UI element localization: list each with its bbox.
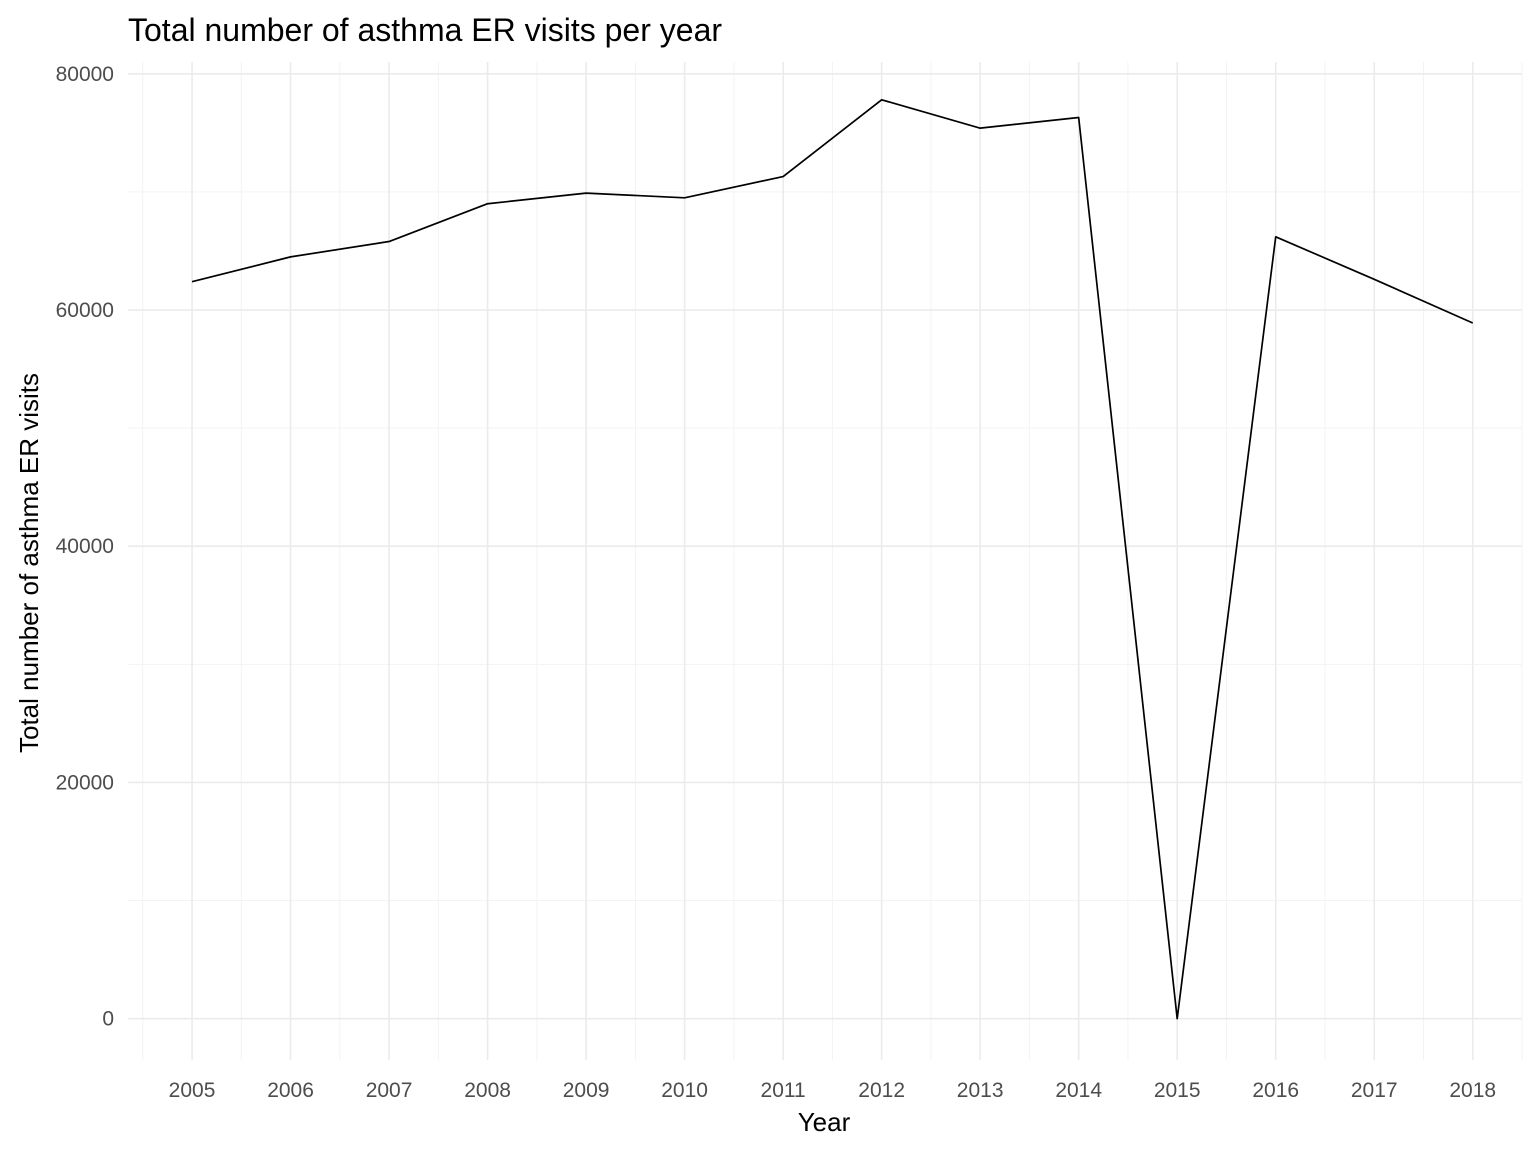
y-axis-title: Total number of asthma ER visits — [14, 373, 44, 753]
y-axis-ticks: 0 20000 40000 60000 80000 — [56, 63, 114, 1031]
y-tick-label: 0 — [102, 1008, 114, 1031]
x-tick-label: 2017 — [1351, 1079, 1398, 1102]
y-tick-label: 80000 — [56, 63, 114, 86]
y-tick-label: 20000 — [56, 771, 114, 794]
x-tick-label: 2008 — [464, 1079, 511, 1102]
chart-title: Total number of asthma ER visits per yea… — [128, 12, 722, 48]
x-tick-label: 2010 — [661, 1079, 708, 1102]
series-layer — [191, 98, 1474, 1020]
x-tick-label: 2015 — [1154, 1079, 1201, 1102]
x-tick-label: 2014 — [1055, 1079, 1102, 1102]
x-tick-label: 2005 — [169, 1079, 216, 1102]
x-tick-label: 2006 — [267, 1079, 314, 1102]
x-tick-label: 2009 — [563, 1079, 610, 1102]
series-line — [191, 98, 1474, 1020]
x-axis-title: Year — [798, 1107, 851, 1137]
x-tick-label: 2011 — [761, 1079, 806, 1102]
x-tick-label: 2012 — [858, 1079, 905, 1102]
x-axis-ticks: 2005 2006 2007 2008 2009 2010 2011 2012 2013 2014… — [169, 1079, 1496, 1102]
gridlines — [128, 62, 1523, 1060]
y-tick-label: 60000 — [56, 299, 114, 322]
y-tick-label: 40000 — [56, 535, 114, 558]
x-tick-label: 2016 — [1252, 1079, 1299, 1102]
x-tick-label: 2007 — [366, 1079, 413, 1102]
x-tick-label: 2018 — [1449, 1079, 1496, 1102]
x-tick-label: 2013 — [957, 1079, 1004, 1102]
